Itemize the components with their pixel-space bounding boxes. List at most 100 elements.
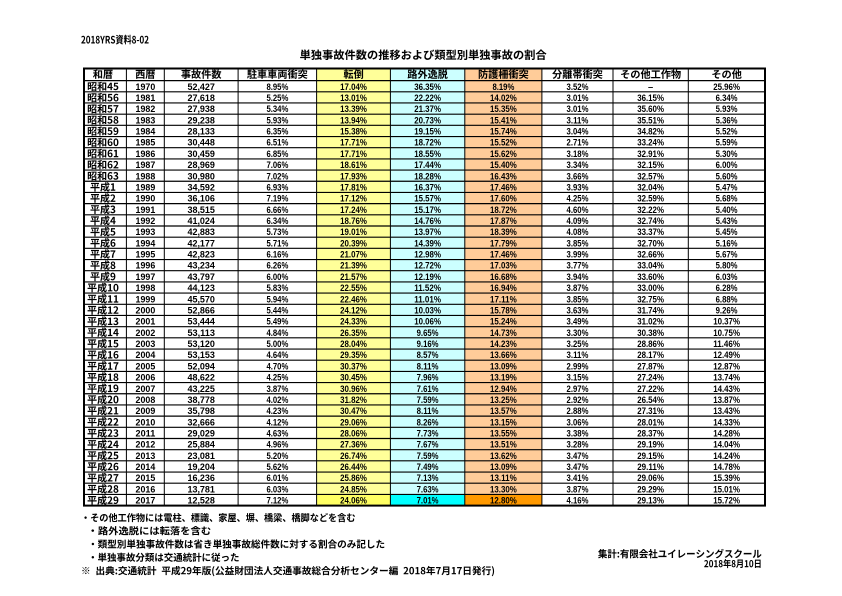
- svg-text:9.26%: 9.26%: [716, 306, 738, 316]
- svg-text:53,444: 53,444: [187, 317, 215, 327]
- svg-text:28.04%: 28.04%: [340, 339, 367, 349]
- svg-text:2.97%: 2.97%: [567, 384, 589, 394]
- svg-text:29.19%: 29.19%: [637, 440, 664, 450]
- svg-text:7.02%: 7.02%: [266, 171, 288, 181]
- svg-text:5.00%: 5.00%: [266, 339, 288, 349]
- svg-text:27,618: 27,618: [187, 93, 215, 103]
- svg-text:5.60%: 5.60%: [716, 171, 738, 181]
- svg-text:5.45%: 5.45%: [716, 227, 738, 237]
- svg-text:4.16%: 4.16%: [567, 496, 589, 506]
- svg-text:30,459: 30,459: [187, 149, 215, 159]
- svg-text:3.87%: 3.87%: [266, 384, 288, 394]
- svg-text:35.51%: 35.51%: [637, 115, 664, 125]
- svg-text:1995: 1995: [136, 250, 156, 260]
- svg-text:30.45%: 30.45%: [340, 373, 367, 383]
- svg-text:15.78%: 15.78%: [490, 306, 517, 316]
- svg-text:22.55%: 22.55%: [340, 283, 367, 293]
- svg-text:13.11%: 13.11%: [490, 473, 517, 483]
- svg-text:3.66%: 3.66%: [567, 171, 589, 181]
- svg-text:5.93%: 5.93%: [266, 115, 288, 125]
- svg-text:4.84%: 4.84%: [266, 328, 288, 338]
- svg-text:8.11%: 8.11%: [417, 406, 440, 416]
- svg-text:20.39%: 20.39%: [340, 238, 367, 248]
- svg-text:8.57%: 8.57%: [417, 350, 439, 360]
- svg-text:15.17%: 15.17%: [414, 205, 441, 215]
- svg-text:13.94%: 13.94%: [340, 115, 367, 125]
- svg-text:6.35%: 6.35%: [266, 127, 288, 137]
- svg-text:29.29%: 29.29%: [637, 484, 664, 494]
- svg-text:17.44%: 17.44%: [414, 160, 441, 170]
- svg-text:21.39%: 21.39%: [340, 261, 367, 271]
- svg-text:12.72%: 12.72%: [414, 261, 441, 271]
- svg-text:5.59%: 5.59%: [716, 138, 738, 148]
- svg-text:27.31%: 27.31%: [637, 406, 664, 416]
- svg-text:2009: 2009: [136, 406, 156, 416]
- svg-text:3.11%: 3.11%: [567, 115, 590, 125]
- svg-text:3.25%: 3.25%: [567, 339, 589, 349]
- svg-text:21.37%: 21.37%: [414, 104, 441, 114]
- svg-text:13.19%: 13.19%: [490, 373, 517, 383]
- svg-text:2012: 2012: [136, 440, 156, 450]
- svg-text:29.11%: 29.11%: [637, 462, 664, 472]
- svg-text:6.01%: 6.01%: [266, 473, 288, 483]
- svg-text:28.86%: 28.86%: [637, 339, 664, 349]
- svg-text:3.01%: 3.01%: [567, 104, 589, 114]
- svg-text:3.38%: 3.38%: [567, 429, 589, 439]
- svg-text:7.12%: 7.12%: [266, 496, 288, 506]
- svg-text:12.49%: 12.49%: [713, 350, 740, 360]
- svg-text:2001: 2001: [136, 317, 156, 327]
- svg-text:2010: 2010: [136, 417, 156, 427]
- svg-text:29,029: 29,029: [187, 429, 215, 439]
- svg-text:13.43%: 13.43%: [713, 406, 740, 416]
- svg-text:15.72%: 15.72%: [713, 496, 740, 506]
- svg-text:21.07%: 21.07%: [340, 250, 367, 260]
- svg-text:14.43%: 14.43%: [713, 384, 740, 394]
- svg-text:3.94%: 3.94%: [567, 272, 589, 282]
- svg-text:17.12%: 17.12%: [340, 194, 367, 204]
- svg-text:13,781: 13,781: [187, 484, 215, 494]
- svg-text:28.01%: 28.01%: [637, 417, 664, 427]
- svg-text:36,106: 36,106: [187, 194, 215, 204]
- svg-text:33.37%: 33.37%: [637, 227, 664, 237]
- svg-text:13.57%: 13.57%: [490, 406, 517, 416]
- svg-text:38,778: 38,778: [187, 395, 215, 405]
- svg-text:7.96%: 7.96%: [417, 373, 439, 383]
- svg-text:5.43%: 5.43%: [716, 216, 738, 226]
- svg-text:2.71%: 2.71%: [567, 138, 589, 148]
- svg-text:29.13%: 29.13%: [637, 496, 664, 506]
- svg-text:32.22%: 32.22%: [637, 205, 664, 215]
- svg-text:6.28%: 6.28%: [716, 283, 738, 293]
- svg-text:15.01%: 15.01%: [713, 484, 740, 494]
- svg-text:5.80%: 5.80%: [716, 261, 738, 271]
- svg-text:33.24%: 33.24%: [637, 138, 664, 148]
- svg-text:4.12%: 4.12%: [266, 417, 288, 427]
- svg-text:3.41%: 3.41%: [567, 473, 589, 483]
- svg-text:44,123: 44,123: [187, 283, 215, 293]
- svg-text:11.46%: 11.46%: [713, 339, 740, 349]
- svg-text:2015: 2015: [136, 473, 156, 483]
- svg-text:42,883: 42,883: [187, 227, 215, 237]
- svg-text:7.01%: 7.01%: [417, 496, 439, 506]
- svg-text:14.04%: 14.04%: [713, 440, 740, 450]
- svg-text:43,234: 43,234: [187, 261, 215, 271]
- svg-text:1999: 1999: [136, 294, 156, 304]
- svg-text:8.19%: 8.19%: [492, 82, 514, 92]
- svg-text:3.93%: 3.93%: [567, 182, 589, 192]
- svg-text:30,448: 30,448: [187, 138, 215, 148]
- svg-text:3.15%: 3.15%: [567, 373, 589, 383]
- svg-text:1985: 1985: [136, 138, 156, 148]
- svg-text:17.81%: 17.81%: [340, 182, 367, 192]
- svg-text:1997: 1997: [136, 272, 156, 282]
- svg-text:29,238: 29,238: [187, 115, 215, 125]
- svg-text:31.74%: 31.74%: [637, 306, 664, 316]
- svg-text:1991: 1991: [136, 205, 156, 215]
- svg-text:5.62%: 5.62%: [266, 462, 288, 472]
- svg-text:14.02%: 14.02%: [490, 93, 517, 103]
- svg-text:1989: 1989: [136, 182, 156, 192]
- svg-text:4.70%: 4.70%: [266, 361, 288, 371]
- svg-text:27.87%: 27.87%: [637, 361, 664, 371]
- svg-text:32.59%: 32.59%: [637, 194, 664, 204]
- svg-text:5.52%: 5.52%: [716, 127, 738, 137]
- svg-text:13.30%: 13.30%: [490, 484, 517, 494]
- svg-text:14.33%: 14.33%: [713, 417, 740, 427]
